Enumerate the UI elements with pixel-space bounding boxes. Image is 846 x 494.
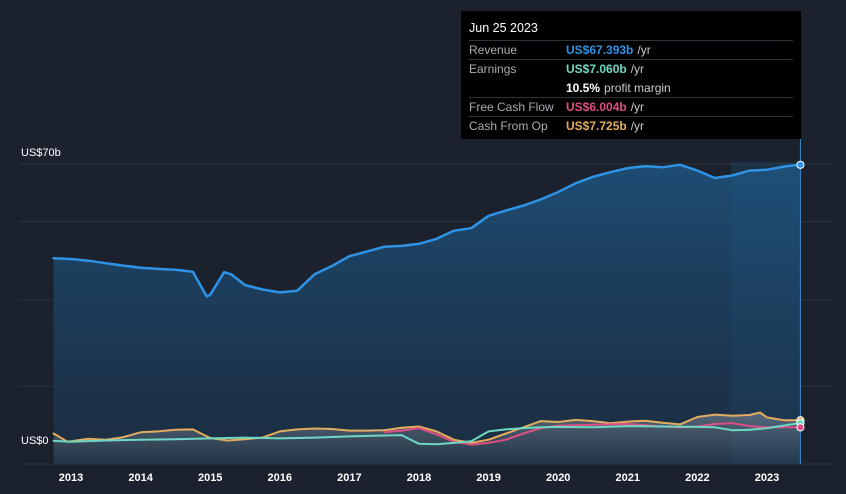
x-tick-label: 2015 (198, 472, 222, 484)
series-lines (52, 163, 802, 446)
x-tick-label: 2019 (476, 472, 500, 484)
tooltip-row-value: 10.5% (566, 81, 601, 95)
tooltip-row-label: Revenue (469, 43, 518, 57)
x-tick-label: 2018 (407, 472, 431, 484)
x-axis: 2013 2014 2015 2016 2017 2018 2019 2020 2021 2022… (59, 472, 779, 484)
revenue-area (53, 164, 801, 465)
y-axis: US$70b US$0 (21, 147, 61, 447)
hover-tooltip: Jun 25 2023 Revenue US$67.393b/yr Earnings… (461, 11, 801, 139)
x-tick-label: 2013 (59, 472, 83, 484)
tooltip-row-label: Free Cash Flow (469, 100, 554, 114)
tooltip-row-value: US$6.004b (566, 100, 627, 114)
tooltip-date: Jun 25 2023 (469, 21, 538, 35)
tooltip-row-value: US$67.393b (566, 43, 634, 57)
fcf-line (383, 422, 802, 446)
revenue-line (52, 163, 802, 298)
tooltip-row-label (469, 79, 566, 97)
tooltip-row-unit: profit margin (604, 81, 671, 95)
x-tick-label: 2023 (755, 472, 779, 484)
tooltip-row: Earnings US$7.060b/yr (469, 59, 793, 78)
revenue-end-marker (796, 160, 805, 169)
x-tick-label: 2021 (616, 472, 640, 484)
tooltip-row-label: Cash From Op (469, 119, 548, 133)
x-tick-label: 2014 (128, 472, 153, 484)
y-tick-label: US$0 (21, 435, 49, 447)
tooltip-row-unit: /yr (637, 43, 651, 57)
cash-flow-area (53, 412, 801, 464)
tooltip-row: Cash From Op US$7.725b/yr (469, 116, 793, 135)
x-tick-label: 2022 (685, 472, 709, 484)
tooltip-row-value: US$7.060b (566, 62, 627, 76)
fcf-end-marker (796, 423, 805, 432)
y-tick-label: US$70b (21, 147, 61, 159)
tooltip-rows: Revenue US$67.393b/yr Earnings US$7.060b/yr… (469, 40, 793, 135)
cfo-line (52, 411, 802, 444)
tooltip-row-unit: /yr (630, 100, 645, 114)
x-tick-label: 2017 (337, 472, 361, 484)
tooltip-row: Revenue US$67.393b/yr (469, 40, 793, 59)
tooltip-row: 10.5% profit margin (469, 78, 793, 97)
x-tick-label: 2016 (268, 472, 292, 484)
tooltip-row: Free Cash Flow US$6.004b/yr (469, 97, 793, 116)
tooltip-row-unit: /yr (630, 119, 645, 133)
tooltip-row-value: US$7.725b (566, 119, 627, 133)
earnings-line (52, 422, 802, 446)
series-end-markers (796, 160, 805, 432)
tooltip-row-label: Earnings (469, 62, 517, 76)
x-tick-label: 2020 (546, 472, 570, 484)
tooltip-row-unit: /yr (630, 62, 645, 76)
